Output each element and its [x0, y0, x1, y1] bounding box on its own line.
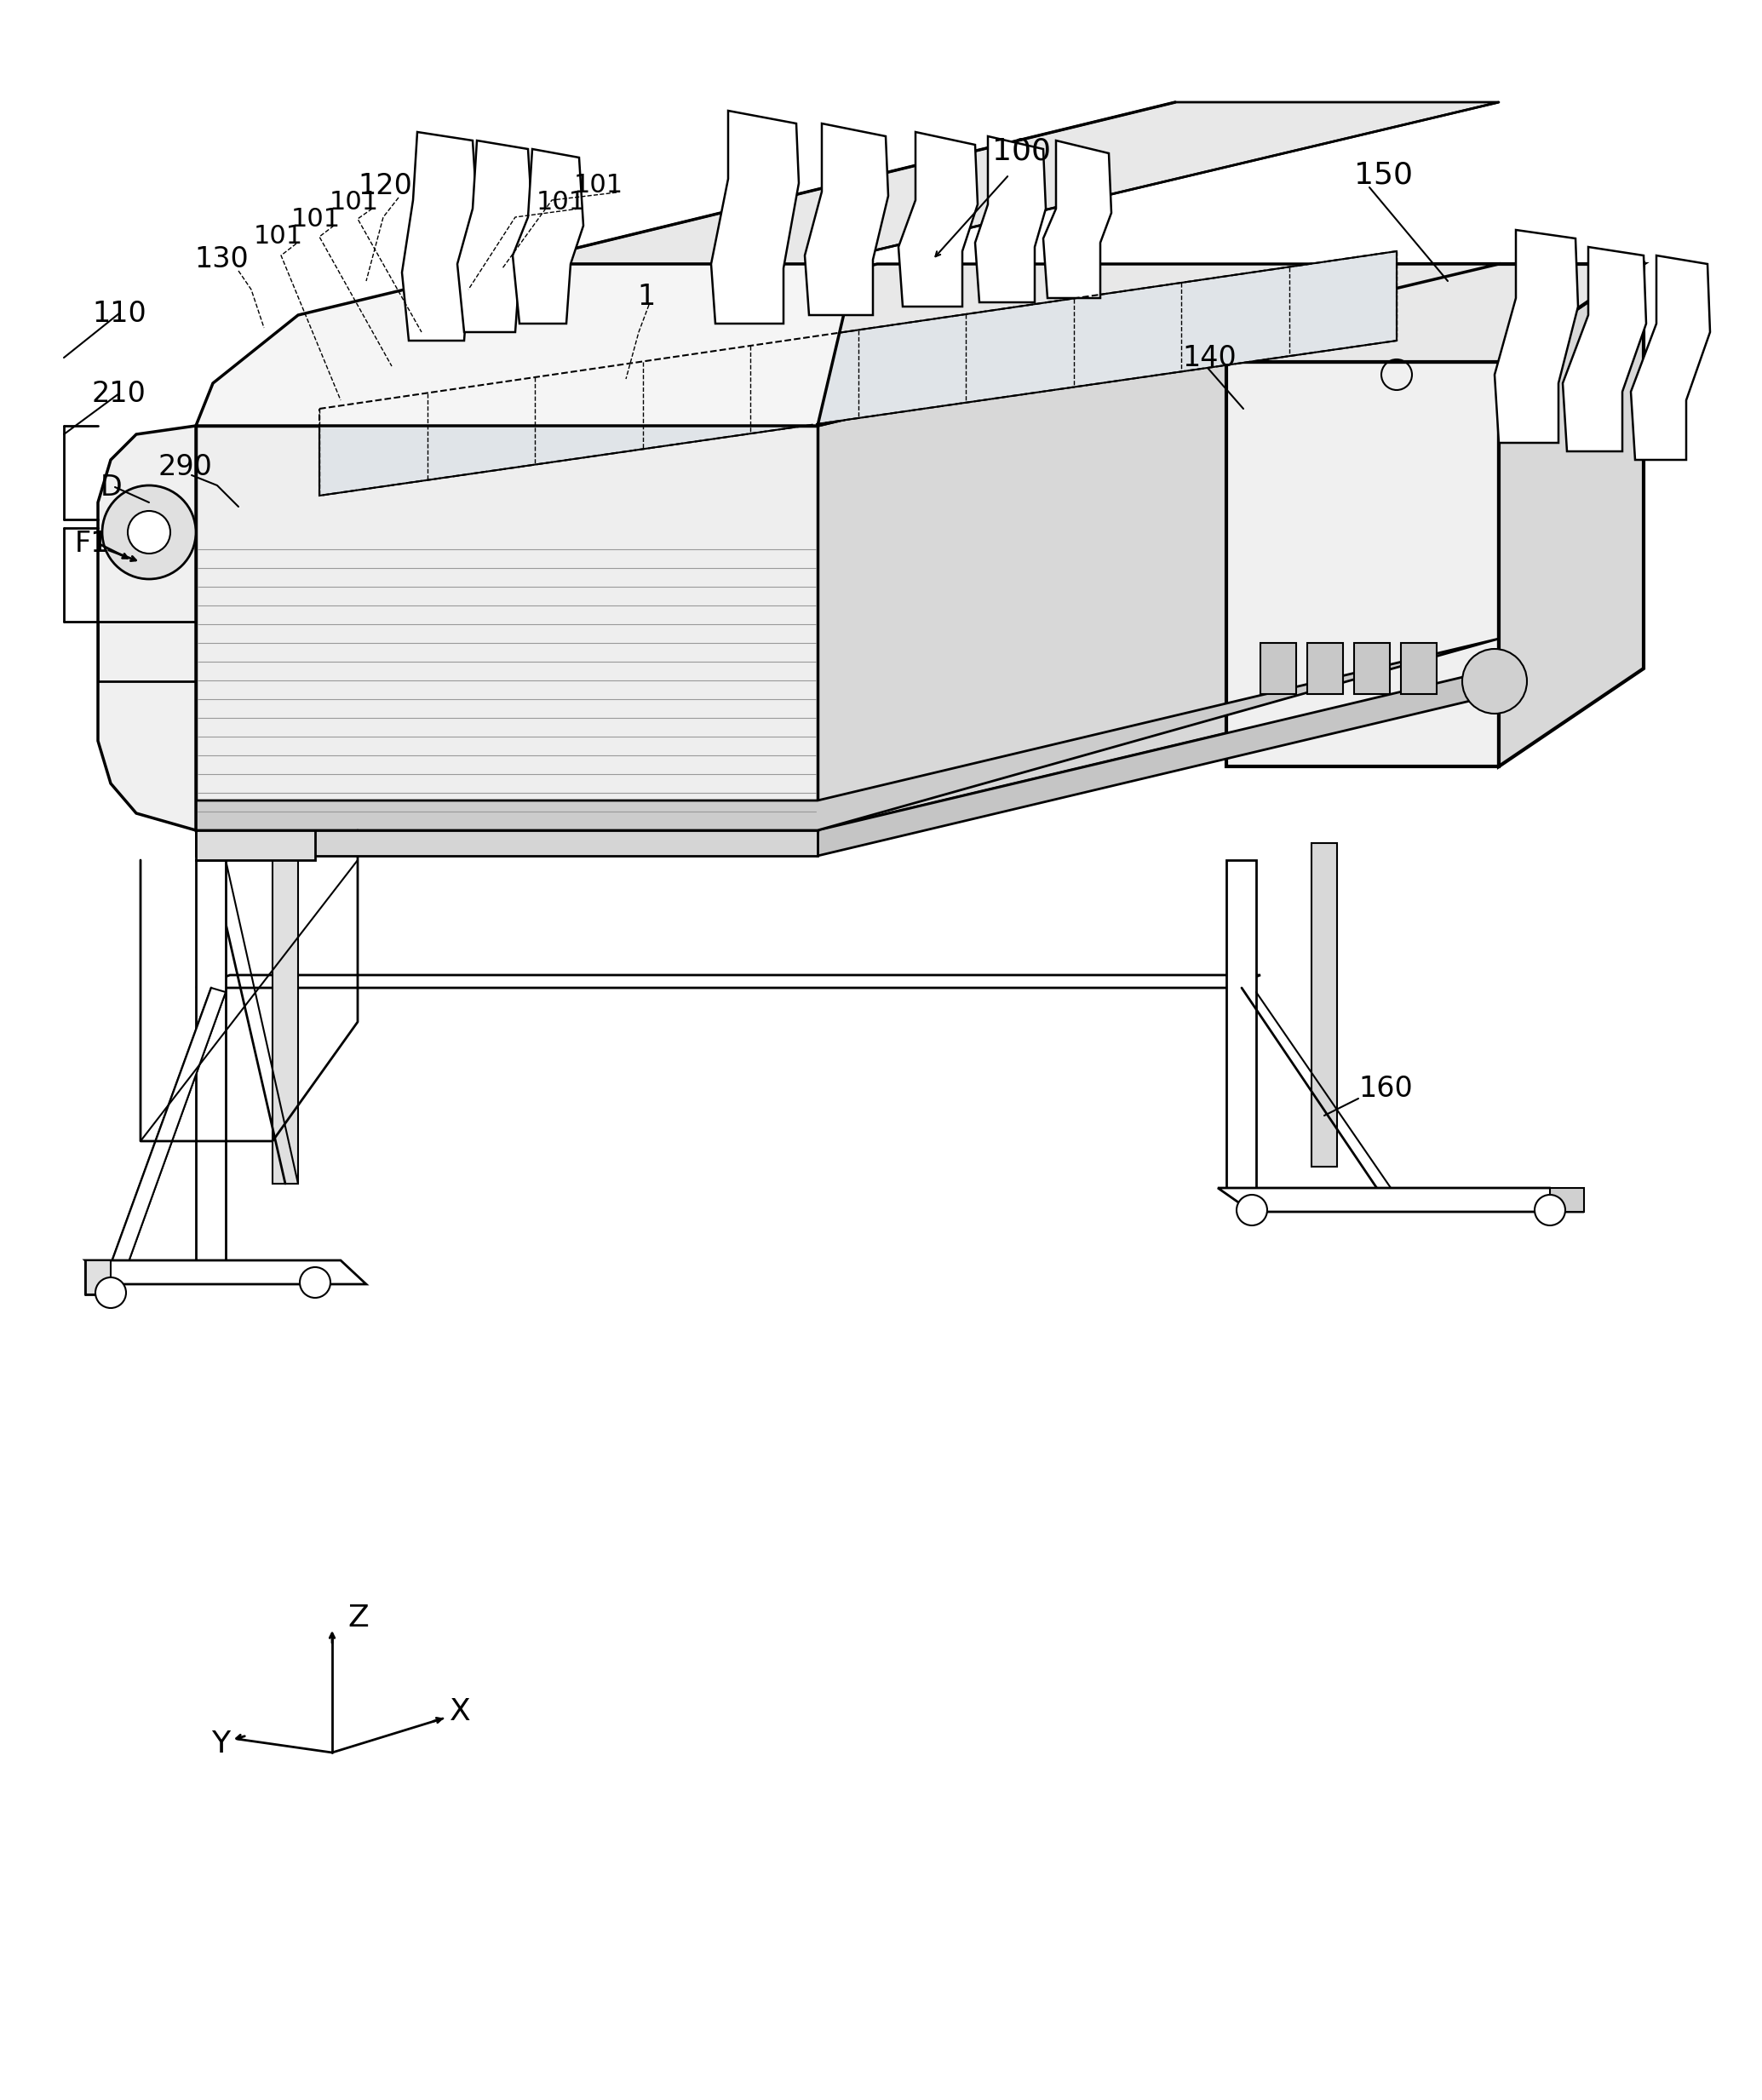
Text: 101: 101 — [536, 189, 587, 214]
Polygon shape — [1551, 1189, 1584, 1212]
Text: F1: F1 — [76, 529, 109, 556]
Circle shape — [95, 1277, 127, 1308]
Circle shape — [102, 485, 196, 580]
Text: 210: 210 — [92, 380, 146, 407]
Polygon shape — [805, 124, 888, 315]
Polygon shape — [1494, 229, 1579, 443]
Polygon shape — [196, 265, 851, 426]
Polygon shape — [319, 252, 1397, 496]
Polygon shape — [1260, 643, 1297, 693]
Polygon shape — [85, 1260, 366, 1285]
Text: X: X — [449, 1697, 470, 1726]
Polygon shape — [85, 1260, 111, 1294]
Polygon shape — [1632, 256, 1711, 460]
Polygon shape — [1401, 643, 1436, 693]
Text: 120: 120 — [358, 172, 412, 200]
Polygon shape — [196, 830, 315, 861]
Circle shape — [1535, 1195, 1565, 1226]
Circle shape — [300, 1266, 331, 1298]
Polygon shape — [513, 149, 583, 323]
Text: 1: 1 — [638, 281, 655, 311]
Polygon shape — [1218, 1189, 1584, 1212]
Polygon shape — [196, 638, 1499, 830]
Text: 101: 101 — [329, 189, 379, 214]
Polygon shape — [1353, 643, 1390, 693]
Polygon shape — [899, 132, 978, 307]
Text: 140: 140 — [1182, 344, 1237, 372]
Polygon shape — [818, 668, 1499, 857]
Circle shape — [1237, 1195, 1267, 1226]
Polygon shape — [1226, 361, 1499, 766]
Polygon shape — [196, 830, 818, 857]
Polygon shape — [1499, 265, 1644, 766]
Polygon shape — [196, 265, 1499, 426]
Text: 290: 290 — [157, 454, 211, 481]
Text: 101: 101 — [291, 206, 340, 231]
Polygon shape — [974, 136, 1047, 302]
Polygon shape — [1226, 265, 1644, 361]
Text: Z: Z — [347, 1604, 368, 1632]
Polygon shape — [111, 987, 226, 1268]
Text: 101: 101 — [254, 225, 303, 250]
Polygon shape — [402, 132, 478, 340]
Polygon shape — [458, 141, 532, 332]
Polygon shape — [511, 103, 1499, 265]
Circle shape — [127, 510, 171, 554]
Polygon shape — [818, 265, 1499, 830]
Polygon shape — [196, 974, 1260, 987]
Text: 101: 101 — [574, 174, 624, 197]
Text: D: D — [100, 472, 122, 502]
Polygon shape — [1307, 643, 1343, 693]
Text: Y: Y — [211, 1730, 231, 1758]
Text: 150: 150 — [1353, 160, 1413, 189]
Text: 100: 100 — [992, 136, 1050, 166]
Polygon shape — [196, 426, 818, 830]
Polygon shape — [1311, 842, 1337, 1168]
Polygon shape — [1563, 248, 1646, 452]
Text: 130: 130 — [194, 246, 248, 273]
Polygon shape — [1226, 861, 1256, 1193]
Text: 160: 160 — [1359, 1075, 1413, 1102]
Polygon shape — [99, 426, 196, 830]
Circle shape — [1462, 649, 1528, 714]
Polygon shape — [1043, 141, 1112, 298]
Text: 110: 110 — [92, 300, 146, 328]
Polygon shape — [712, 111, 798, 323]
Polygon shape — [273, 853, 298, 1184]
Polygon shape — [196, 861, 226, 1264]
